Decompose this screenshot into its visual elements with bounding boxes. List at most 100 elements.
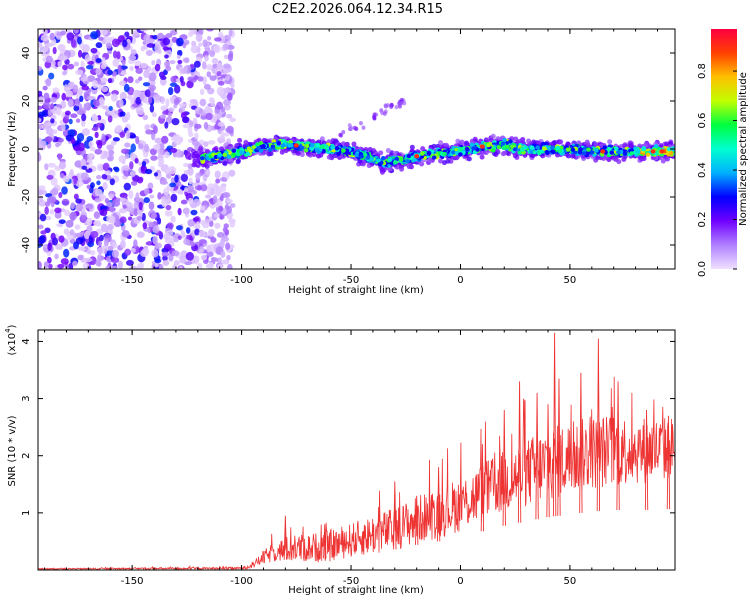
colorbar-tick-label: 0.4 [697, 162, 708, 178]
noise-cell [195, 172, 201, 181]
y-tick-label: 2 [21, 453, 32, 459]
noise-cell [222, 43, 229, 50]
noise-cell [217, 263, 224, 269]
ridge-cell [471, 146, 476, 151]
noise-cell [150, 80, 156, 85]
noise-cell [85, 203, 94, 210]
noise-cell [130, 143, 136, 153]
x-tick-label: -150 [121, 576, 144, 587]
ridge-cell [500, 141, 506, 146]
noise-cell [138, 201, 143, 211]
noise-cell [190, 45, 199, 54]
noise-cell [108, 149, 115, 156]
noise-cell [197, 76, 204, 82]
noise-cell [119, 80, 127, 87]
noise-cell [213, 45, 221, 54]
noise-cell [174, 174, 179, 183]
noise-cell [198, 230, 206, 238]
noise-cell [130, 97, 135, 105]
noise-cell [50, 177, 58, 186]
noise-cell [136, 215, 142, 221]
noise-cell [104, 197, 110, 204]
noise-cell [170, 75, 178, 83]
noise-cell [164, 151, 170, 159]
ridge-cell [276, 141, 282, 146]
noise-cell [178, 103, 187, 108]
noise-cell [193, 60, 201, 68]
noise-cell [165, 116, 173, 124]
ridge-halo-cell [565, 153, 571, 159]
noise-cell [84, 257, 93, 263]
noise-cell [64, 209, 71, 217]
y-tick-label: 0 [21, 146, 32, 152]
noise-cell [42, 85, 48, 91]
noise-cell [77, 142, 85, 152]
ridge-cell [270, 144, 276, 149]
noise-cell [122, 204, 127, 209]
noise-cell [159, 180, 168, 185]
ridge-cell [431, 155, 437, 160]
ridge-halo-cell [472, 136, 478, 142]
noise-cell [47, 242, 52, 252]
ridge-halo-cell [333, 138, 339, 144]
noise-cell [44, 206, 49, 215]
noise-cell [100, 77, 108, 84]
noise-cell [215, 187, 223, 196]
noise-cell [134, 90, 142, 96]
noise-cell [47, 256, 52, 264]
noise-cell [78, 86, 84, 96]
noise-cell [143, 187, 150, 195]
ridge-halo-cell [464, 140, 470, 146]
ridge-halo-cell [512, 153, 518, 159]
ridge-halo-cell [558, 139, 564, 145]
ridge-cell [304, 143, 310, 149]
noise-cell [93, 220, 98, 226]
noise-cell [119, 216, 127, 224]
ridge-cell [464, 146, 470, 152]
noise-cell [165, 204, 172, 211]
noise-cell [84, 54, 91, 63]
ridge-halo-cell [438, 158, 444, 164]
noise-cell [121, 59, 126, 66]
noise-cell [170, 177, 175, 184]
x-tick-label: 50 [564, 275, 577, 286]
noise-cell [205, 64, 213, 71]
noise-cell [81, 85, 90, 91]
noise-cell [96, 180, 101, 186]
noise-cell [151, 59, 156, 66]
x-tick-label: 0 [457, 275, 463, 286]
noise-cell [167, 86, 174, 96]
ridge-cell [442, 151, 447, 157]
noise-cell [148, 72, 157, 82]
noise-cell [101, 133, 106, 142]
noise-cell [163, 187, 170, 197]
ridge-peak-cell [600, 149, 606, 154]
noise-cell [123, 164, 130, 171]
noise-cell [179, 76, 184, 83]
noise-cell [205, 112, 213, 121]
noise-cell [206, 251, 214, 257]
ridge-cell [645, 152, 651, 157]
ridge-cell [550, 145, 555, 150]
noise-cell [206, 244, 211, 253]
noise-cell [61, 198, 70, 206]
noise-cell [77, 254, 84, 261]
noise-cell [200, 254, 208, 261]
noise-cell [75, 236, 84, 245]
noise-cell [94, 197, 102, 203]
noise-cell [152, 144, 161, 151]
noise-cell [185, 184, 195, 193]
noise-cell [221, 185, 227, 193]
noise-cell [127, 94, 133, 100]
noise-cell [148, 221, 155, 228]
ridge-cell [529, 145, 535, 150]
noise-cell [174, 138, 182, 146]
noise-cell [67, 63, 75, 70]
ridge-halo-cell [326, 154, 332, 160]
exponent-base: (x10 [7, 333, 18, 356]
ridge-cell [334, 146, 340, 151]
noise-cell [208, 261, 214, 269]
noise-cell [207, 187, 212, 196]
ridge-cell [315, 143, 320, 148]
noise-cell [69, 229, 75, 236]
